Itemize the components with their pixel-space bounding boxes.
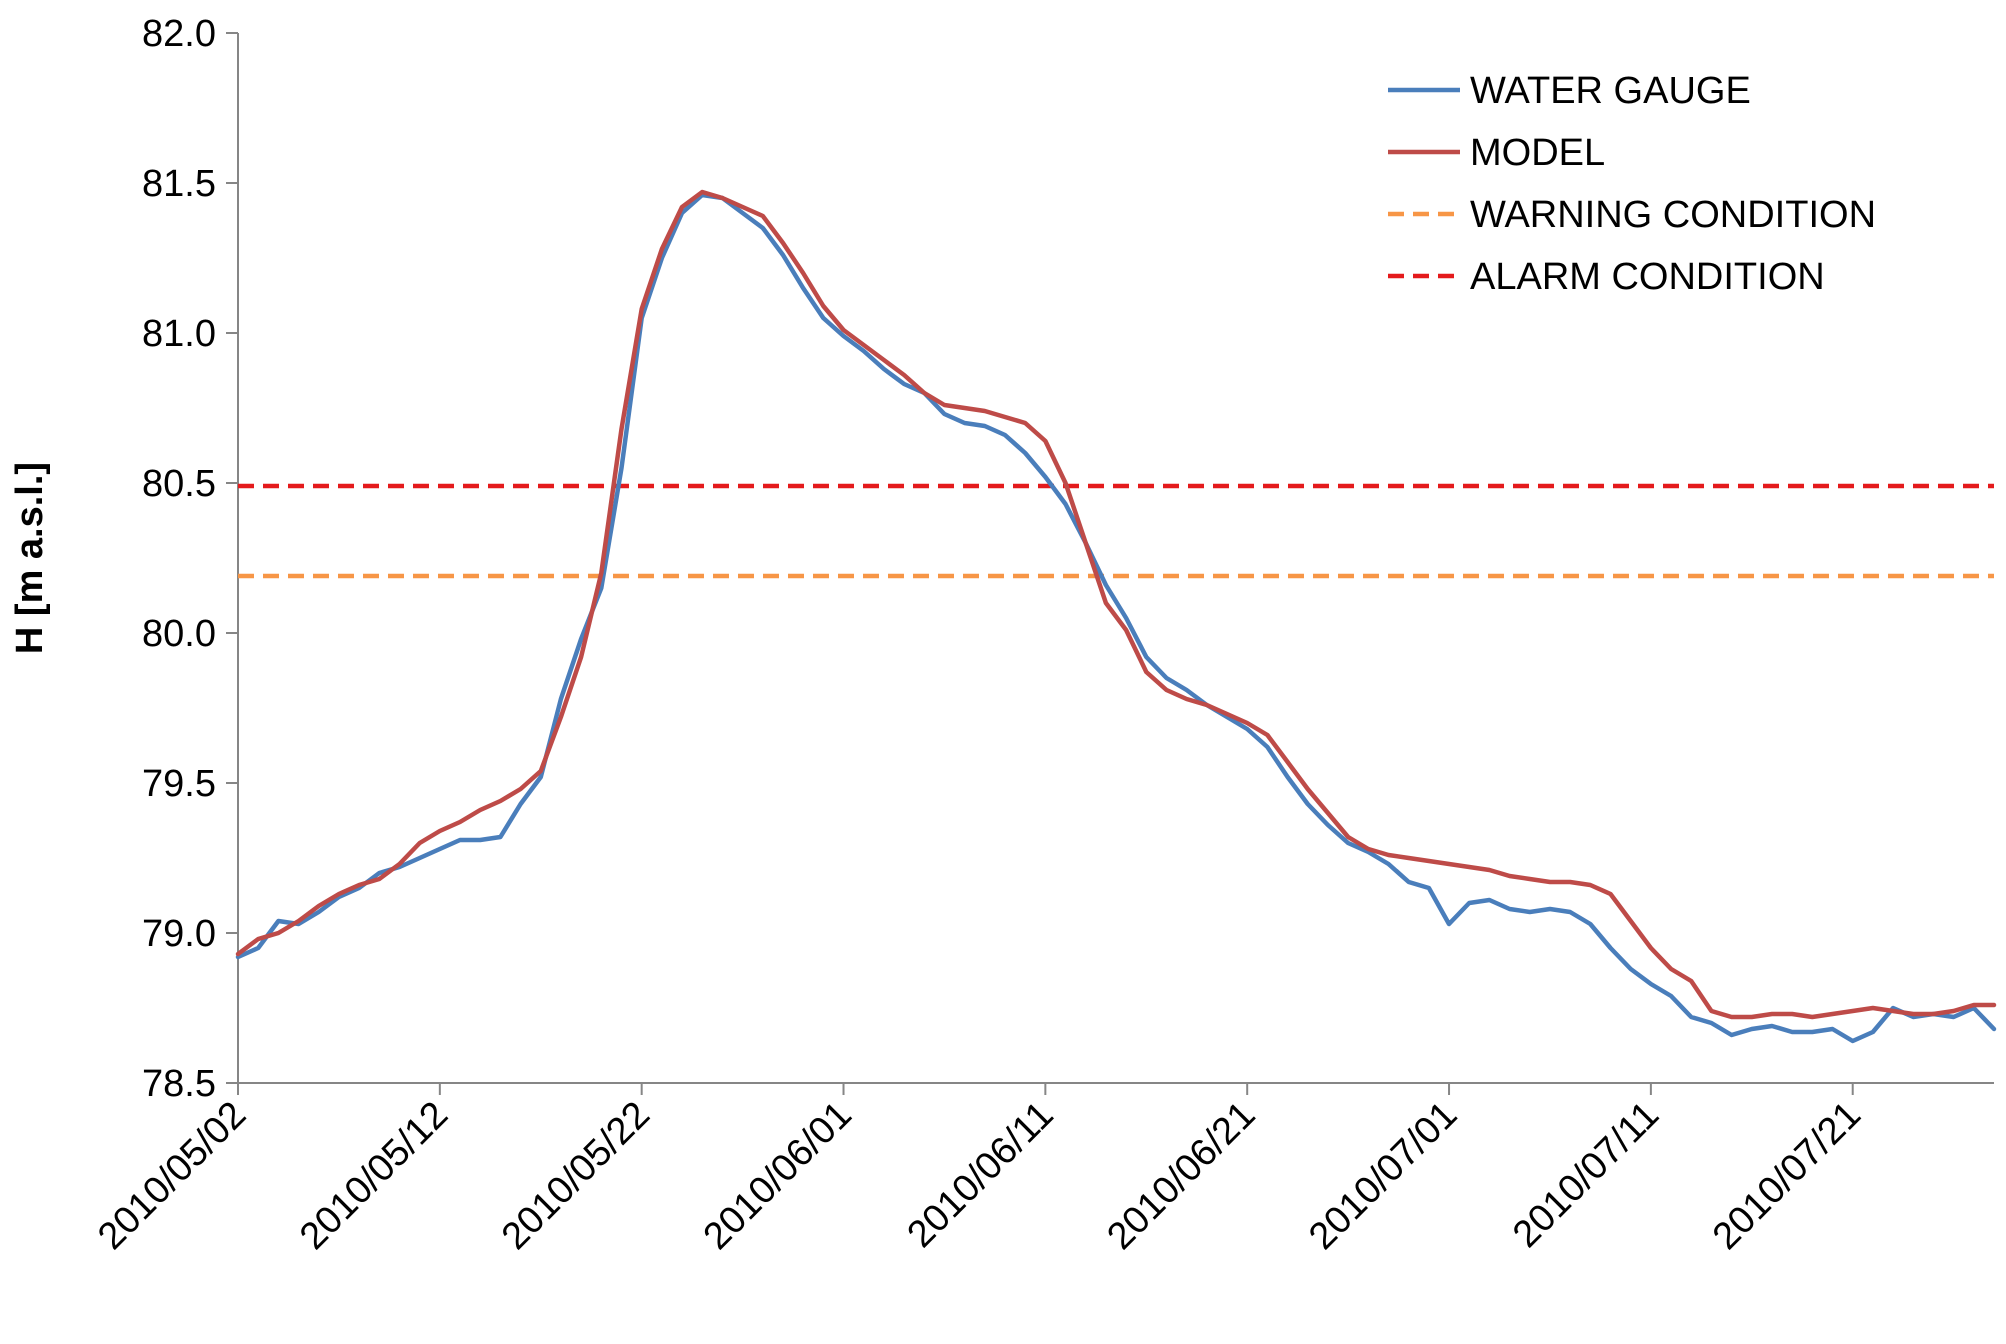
x-tick-label: 2010/07/01 [1301,1094,1465,1258]
y-axis-label: H [m a.s.l.] [9,462,51,654]
legend-label: ALARM CONDITION [1470,256,1825,298]
series-water-gauge-line [235,192,1997,1044]
x-tick-label: 2010/07/11 [1505,1094,1667,1256]
y-tick-label: 79.0 [142,913,216,955]
y-tick-label: 81.0 [142,313,216,355]
legend-label: WATER GAUGE [1470,70,1751,112]
x-tick-label: 2010/06/21 [1099,1094,1263,1258]
y-tick-label: 80.5 [142,463,216,505]
x-tick-label: 2010/06/11 [900,1094,1062,1256]
y-tick-label: 78.5 [142,1063,216,1105]
x-tick-label: 2010/05/22 [494,1094,658,1258]
legend-label: WARNING CONDITION [1470,194,1876,236]
legend-label: MODEL [1470,132,1605,174]
legend: WATER GAUGE MODEL WARNING CONDITION ALARM C… [1388,70,1876,298]
x-tick-label: 2010/06/01 [696,1094,860,1258]
y-axis-ticks: 78.5 79.0 79.5 80.0 80.5 81.0 81.5 82.0 [142,13,238,1105]
x-tick-label: 2010/05/02 [90,1094,254,1258]
x-tick-label: 2010/07/21 [1705,1094,1869,1258]
y-tick-label: 82.0 [142,13,216,55]
y-tick-label: 80.0 [142,613,216,655]
x-tick-label: 2010/05/12 [292,1094,456,1258]
series-model-line [235,189,1997,1020]
y-tick-label: 79.5 [142,763,216,805]
axes [237,33,1994,1084]
y-tick-label: 81.5 [142,163,216,205]
series-layer [235,189,1997,1044]
x-axis-ticks: 2010/05/02 2010/05/12 2010/05/22 2010/06/01… [90,1083,1869,1258]
